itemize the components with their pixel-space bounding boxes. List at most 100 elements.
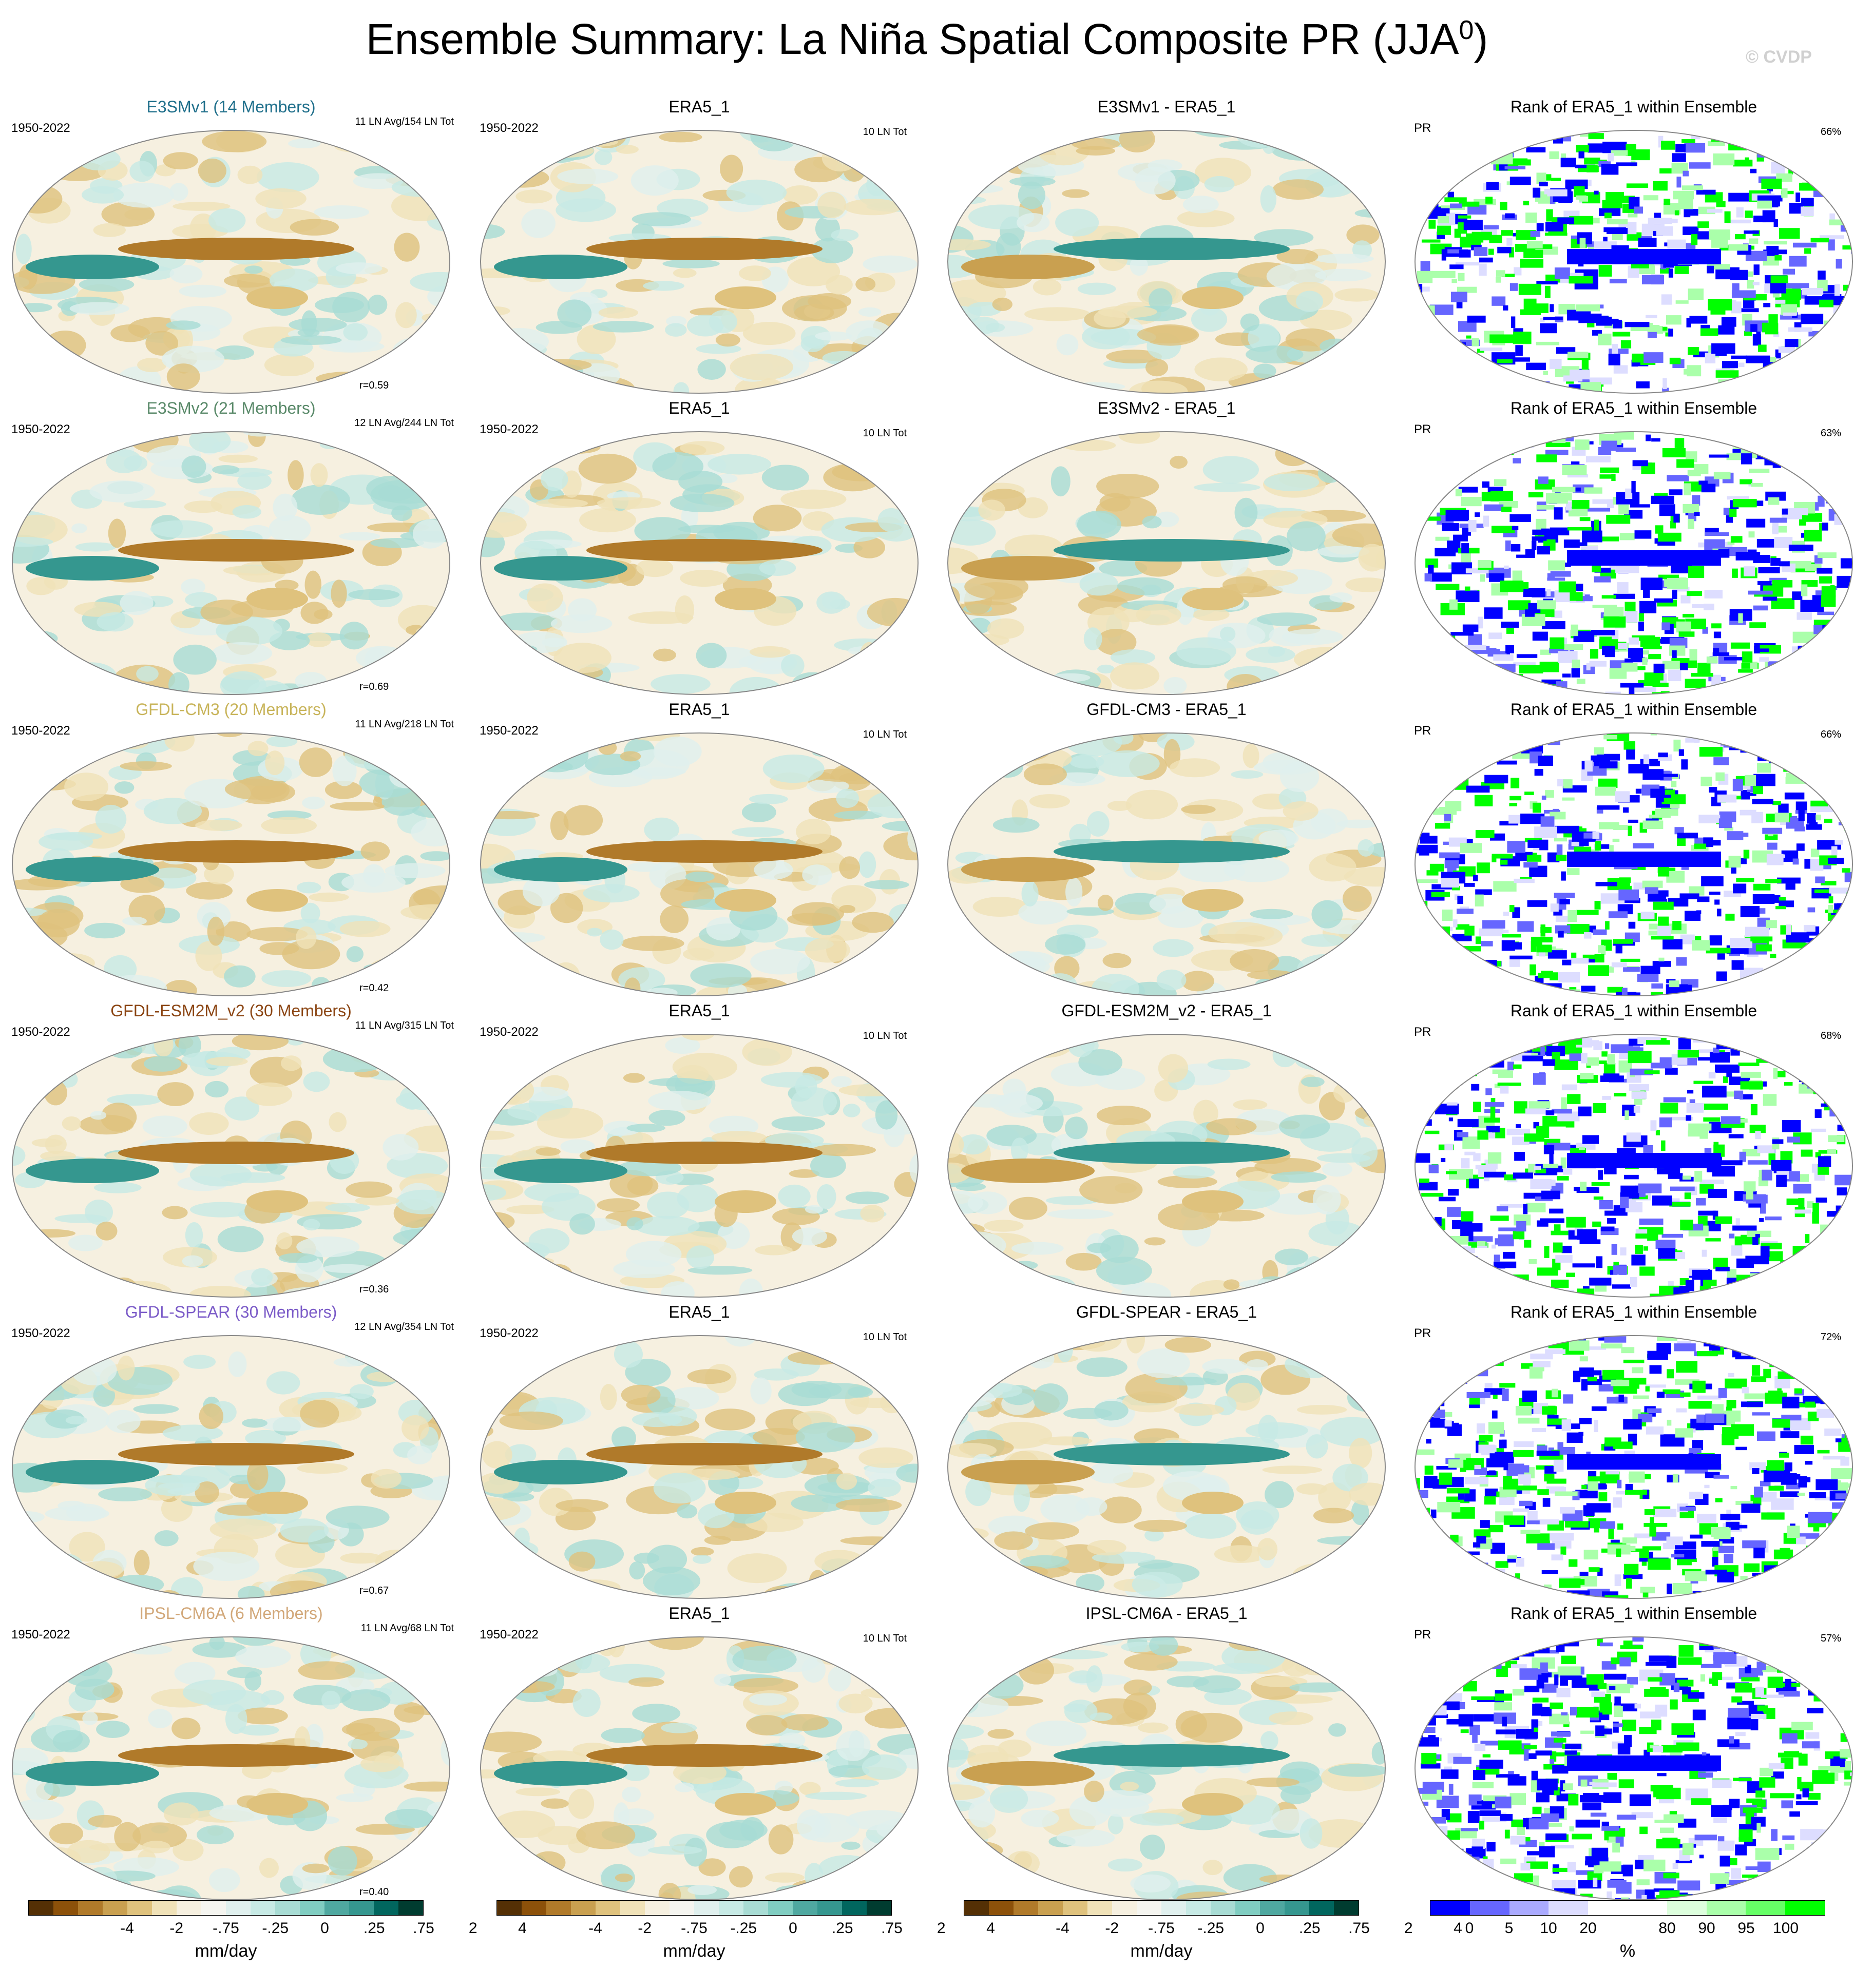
panel-title: ERA5_1 xyxy=(668,1001,730,1020)
map-rank xyxy=(1413,430,1854,697)
period-label: 1950-2022 xyxy=(480,121,539,135)
event-count: 10 LN Tot xyxy=(863,126,907,138)
colorbar-tick: 95 xyxy=(1737,1920,1755,1937)
colorbar-tick: 5 xyxy=(1504,1920,1514,1937)
variable-label: PR xyxy=(1414,1326,1431,1340)
colorbar-cell xyxy=(275,1901,300,1915)
event-count: 11 LN Avg/315 LN Tot xyxy=(355,1020,454,1031)
map-model xyxy=(10,1635,452,1902)
period-label: 1950-2022 xyxy=(11,1025,70,1039)
rank-percent: 66% xyxy=(1820,126,1841,138)
colorbar-tick: -.75 xyxy=(681,1920,708,1937)
colorbar-rank: 0 5 10 20 80 90 95 100% xyxy=(1430,1900,1825,1962)
figure-title: Ensemble Summary: La Niña Spatial Compos… xyxy=(366,15,1488,63)
event-count: 10 LN Tot xyxy=(863,428,907,439)
period-label: 1950-2022 xyxy=(11,1628,70,1642)
colorbar-cell xyxy=(522,1901,546,1915)
map-model xyxy=(10,128,452,395)
map-rank xyxy=(1413,1032,1854,1299)
map-rank xyxy=(1413,1334,1854,1600)
colorbar-diff: -4 -2 -.75 -.25 0.25.75 2 4 mm/day xyxy=(964,1900,1462,1962)
colorbar-cell xyxy=(1014,1901,1038,1915)
panel-r1-c3: Rank of ERA5_1 within Ensemble PR 63% xyxy=(1408,399,1854,699)
colorbar-cell xyxy=(497,1901,522,1915)
colorbar-tick: -2 xyxy=(638,1920,652,1937)
colorbar-tick: 4 xyxy=(1454,1920,1462,1937)
colorbar-tick: 4 xyxy=(986,1920,995,1937)
colorbar-cell xyxy=(989,1901,1014,1915)
map-rank xyxy=(1413,731,1854,998)
panel-r1-c2: E3SMv2 - ERA5_1 xyxy=(941,399,1392,699)
colorbar-tick: 80 xyxy=(1658,1920,1676,1937)
colorbar-cell xyxy=(1588,1901,1628,1915)
colorbar-cell xyxy=(867,1901,891,1915)
map-model xyxy=(10,1032,452,1299)
panel-r4-c3: Rank of ERA5_1 within Ensemble PR 72% xyxy=(1408,1303,1854,1603)
event-count: 10 LN Tot xyxy=(863,1633,907,1644)
panel-r0-c3: Rank of ERA5_1 within Ensemble PR 66% xyxy=(1408,98,1854,398)
panel-r2-c0: GFDL-CM3 (20 Members) 1950-2022 11 LN Avg/… xyxy=(5,700,457,1000)
panel-title: Rank of ERA5_1 within Ensemble xyxy=(1510,1604,1757,1623)
colorbar-tick: 0 xyxy=(320,1920,329,1937)
colorbar-tick: 100 xyxy=(1772,1920,1799,1937)
variable-label: PR xyxy=(1414,422,1431,436)
panel-r0-c0: E3SMv1 (14 Members) 1950-2022 11 LN Avg/15… xyxy=(5,98,457,398)
panel-r4-c2: GFDL-SPEAR - ERA5_1 xyxy=(941,1303,1392,1603)
map-diff xyxy=(946,1334,1387,1600)
period-label: 1950-2022 xyxy=(11,724,70,738)
colorbar-cell xyxy=(201,1901,226,1915)
map-model xyxy=(10,430,452,697)
event-count: 11 LN Avg/218 LN Tot xyxy=(355,719,454,730)
colorbar-tick: .25 xyxy=(831,1920,853,1937)
colorbar-cell xyxy=(1063,1901,1087,1915)
colorbar-cell xyxy=(1087,1901,1112,1915)
colorbar-tick: 20 xyxy=(1579,1920,1597,1937)
map-diff xyxy=(946,430,1387,697)
panel-r2-c3: Rank of ERA5_1 within Ensemble PR 66% xyxy=(1408,700,1854,1000)
map-diff xyxy=(946,128,1387,395)
map-rank xyxy=(1413,1635,1854,1902)
colorbar-cell xyxy=(78,1901,103,1915)
colorbar-cell xyxy=(152,1901,177,1915)
panel-r5-c1: ERA5_1 1950-2022 10 LN Tot xyxy=(473,1604,925,1904)
map-obs xyxy=(479,1032,920,1299)
map-model xyxy=(10,731,452,998)
pattern-correlation: r=0.67 xyxy=(359,1585,389,1596)
colorbar-tick: .75 xyxy=(1348,1920,1370,1937)
colorbar-cell xyxy=(29,1901,53,1915)
colorbar-cell xyxy=(398,1901,423,1915)
event-count: 11 LN Avg/68 LN Tot xyxy=(360,1623,454,1634)
map-obs xyxy=(479,1635,920,1902)
period-label: 1950-2022 xyxy=(480,1025,539,1039)
colorbar-tick: 10 xyxy=(1540,1920,1557,1937)
colorbar-cell xyxy=(1235,1901,1260,1915)
colorbar-cell xyxy=(1469,1901,1509,1915)
colorbar-cell xyxy=(793,1901,817,1915)
map-obs xyxy=(479,731,920,998)
panel-r5-c3: Rank of ERA5_1 within Ensemble PR 57% xyxy=(1408,1604,1854,1904)
panel-r4-c0: GFDL-SPEAR (30 Members) 1950-2022 12 LN Av… xyxy=(5,1303,457,1603)
pattern-correlation: r=0.59 xyxy=(359,380,389,391)
colorbar-tick: -2 xyxy=(1105,1920,1119,1937)
colorbar-cell xyxy=(251,1901,275,1915)
event-count: 10 LN Tot xyxy=(863,729,907,740)
period-label: 1950-2022 xyxy=(480,1326,539,1340)
colorbar-tick: 4 xyxy=(518,1920,527,1937)
colorbar-tick: 2 xyxy=(468,1920,477,1937)
event-count: 11 LN Avg/154 LN Tot xyxy=(355,116,454,127)
panel-title: Rank of ERA5_1 within Ensemble xyxy=(1510,399,1757,417)
panel-title: IPSL-CM6A - ERA5_1 xyxy=(1085,1604,1248,1623)
colorbar-tick: 0 xyxy=(1256,1920,1265,1937)
map-rank xyxy=(1413,128,1854,395)
variable-label: PR xyxy=(1414,1025,1431,1039)
event-count: 12 LN Avg/244 LN Tot xyxy=(354,417,454,429)
colorbar-cell xyxy=(1211,1901,1235,1915)
pattern-correlation: r=0.36 xyxy=(359,1284,389,1295)
event-count: 12 LN Avg/354 LN Tot xyxy=(354,1321,454,1333)
panel-title: ERA5_1 xyxy=(668,1303,730,1321)
panel-r0-c2: E3SMv1 - ERA5_1 xyxy=(941,98,1392,398)
event-count: 10 LN Tot xyxy=(863,1331,907,1343)
colorbar-cell xyxy=(1112,1901,1137,1915)
panel-r0-c1: ERA5_1 1950-2022 10 LN Tot xyxy=(473,98,925,398)
colorbar-cell xyxy=(964,1901,989,1915)
